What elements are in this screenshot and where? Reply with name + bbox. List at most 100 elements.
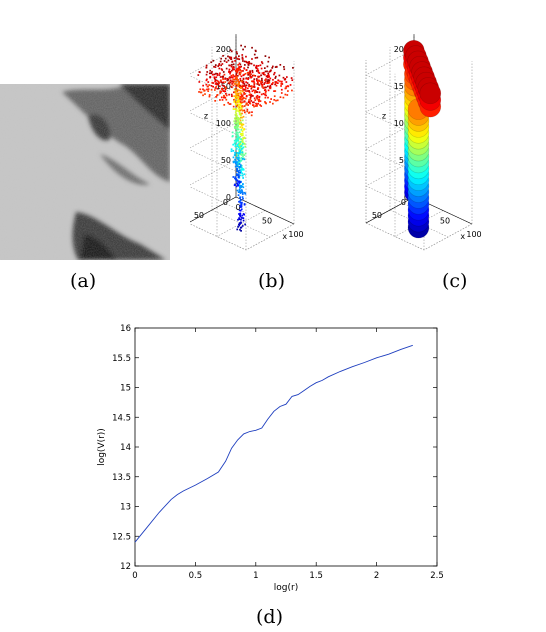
data-point <box>242 82 245 85</box>
data-point <box>234 102 237 105</box>
data-point <box>223 60 226 62</box>
data-point <box>256 105 258 107</box>
data-point <box>258 75 261 78</box>
data-point <box>210 61 213 64</box>
data-point <box>208 94 211 96</box>
data-point <box>267 96 269 99</box>
data-point <box>229 71 232 73</box>
data-point <box>291 89 293 92</box>
x-axis-label: x <box>460 232 465 241</box>
data-point <box>241 84 244 87</box>
data-point <box>244 93 246 95</box>
data-point <box>206 78 208 81</box>
box-edge <box>245 223 295 251</box>
data-point <box>234 151 236 154</box>
data-point <box>238 99 240 102</box>
data-point <box>238 89 241 92</box>
data-point <box>213 65 215 68</box>
data-point <box>218 74 221 76</box>
data-point <box>264 79 266 82</box>
data-point <box>237 69 239 72</box>
data-point <box>198 71 201 74</box>
data-point <box>205 66 208 69</box>
x-tick-label: 0.5 <box>189 571 203 581</box>
data-point <box>236 122 238 125</box>
data-point <box>284 93 287 96</box>
data-point <box>238 156 240 159</box>
data-point <box>233 57 236 60</box>
axis-y <box>190 196 237 223</box>
data-point <box>202 84 204 87</box>
data-point <box>233 98 235 101</box>
data-point <box>225 92 227 95</box>
data-point <box>236 77 238 80</box>
data-point <box>220 88 223 90</box>
data-point <box>268 81 271 84</box>
data-point <box>205 83 208 86</box>
data-point <box>240 191 243 194</box>
data-point <box>213 76 216 79</box>
data-point <box>239 185 241 188</box>
data-point <box>259 100 262 102</box>
data-point <box>261 83 264 86</box>
data-point <box>219 90 222 93</box>
data-point <box>240 229 242 232</box>
data-point <box>268 70 271 73</box>
data-point <box>240 159 243 162</box>
data-point <box>232 176 235 178</box>
data-point <box>253 84 256 86</box>
data-point <box>239 113 241 115</box>
data-point <box>241 190 243 192</box>
data-point <box>234 144 237 147</box>
data-point <box>236 139 238 142</box>
data-point <box>237 93 240 96</box>
data-point <box>238 111 241 113</box>
data-point <box>243 97 245 99</box>
caption-a: (a) <box>70 270 97 292</box>
data-point <box>248 61 250 63</box>
data-point <box>212 73 214 76</box>
data-point <box>251 71 254 74</box>
data-point <box>273 90 275 93</box>
data-point <box>232 68 234 71</box>
data-point <box>239 153 242 156</box>
data-point <box>221 88 224 91</box>
data-point <box>235 80 238 83</box>
data-point <box>238 163 241 165</box>
data-point <box>248 90 251 92</box>
data-point <box>260 61 263 63</box>
data-point <box>264 93 266 96</box>
data-point <box>253 80 255 83</box>
data-point <box>228 103 231 105</box>
data-point <box>259 80 261 82</box>
data-point <box>262 92 265 95</box>
data-point <box>239 71 242 74</box>
data-point <box>236 131 238 134</box>
data-point <box>240 222 242 224</box>
data-point <box>254 74 257 77</box>
data-point <box>232 160 235 163</box>
data-point <box>238 181 240 184</box>
data-point <box>245 103 247 106</box>
data-point <box>279 80 281 83</box>
data-point <box>275 84 278 87</box>
data-point <box>256 94 259 97</box>
data-point <box>241 193 244 195</box>
data-point <box>230 148 233 151</box>
data-point <box>221 84 224 87</box>
data-point <box>222 78 224 81</box>
data-point <box>260 74 262 77</box>
data-point <box>237 154 240 157</box>
data-point <box>236 189 239 192</box>
data-point <box>241 183 244 186</box>
data-point <box>274 66 277 68</box>
data-point <box>239 96 242 99</box>
data-point <box>212 82 214 84</box>
data-point <box>235 75 238 78</box>
data-point <box>238 180 241 183</box>
data-point <box>228 93 230 96</box>
data-point <box>241 157 244 160</box>
data-point <box>243 73 246 76</box>
data-point <box>240 186 242 189</box>
data-point <box>234 77 237 80</box>
